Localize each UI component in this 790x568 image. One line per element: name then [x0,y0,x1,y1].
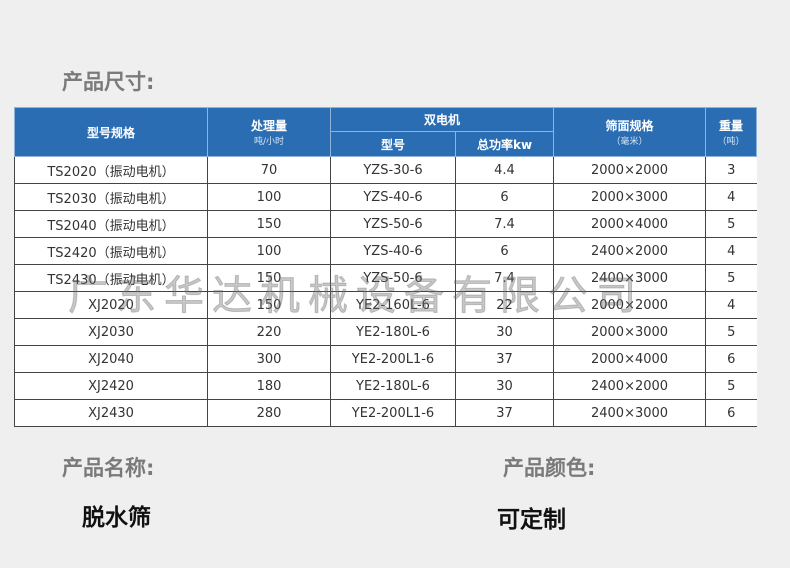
table-cell: 280 [207,399,331,427]
table-cell: 150 [207,291,331,319]
table-cell: 2000×2000 [553,291,707,319]
table-cell: YE2-180L-6 [330,318,456,346]
table-cell: YE2-200L1-6 [330,399,456,427]
table-body: TS2020（振动电机） 70 YZS-30-6 4.4 2000×2000 3 TS203… [14,156,757,427]
table-row: XJ2020 150 YE2-160L-6 22 2000×2000 4 [14,291,757,319]
table-cell: 7.4 [454,264,555,292]
table-cell: 4 [705,183,757,211]
header-screen-unit: （毫米） [611,137,648,147]
spec-table: 型号规格 处理量吨/小时 双电机 筛面规格 （毫米） 重量 （吨） 型号 总功率kw… [14,107,758,427]
table-cell: 150 [207,264,331,292]
table-cell: 6 [454,183,555,211]
header-screen-label: 筛面规格 [605,119,654,133]
header-motor-model: 型号 [330,131,456,157]
table-cell: 70 [207,156,331,184]
table-cell: 37 [454,345,555,373]
product-color-title: 产品颜色: [503,456,596,480]
header-capacity-unit: 吨/小时 [253,137,285,147]
table-row: TS2030（振动电机） 100 YZS-40-6 6 2000×3000 4 [14,183,757,211]
table-row: XJ2040 300 YE2-200L1-6 37 2000×4000 6 [14,345,757,373]
table-cell: XJ2430 [14,399,208,427]
header-model: 型号规格 [14,107,208,157]
table-cell: 6 [705,399,757,427]
table-cell: 100 [207,183,331,211]
table-cell: 37 [454,399,555,427]
table-cell: XJ2420 [14,372,208,400]
table-cell: YZS-50-6 [330,264,456,292]
product-name-title: 产品名称: [62,456,155,480]
header-weight-label: 重量 [719,119,744,133]
table-cell: 2400×3000 [553,264,707,292]
table-cell: YE2-180L-6 [330,372,456,400]
product-name-value: 脱水筛 [82,505,151,531]
table-cell: 2000×3000 [553,318,707,346]
table-cell: 2400×2000 [553,237,707,265]
table-cell: 150 [207,210,331,238]
table-row: XJ2030 220 YE2-180L-6 30 2000×3000 5 [14,318,757,346]
table-cell: 2000×2000 [553,156,707,184]
table-cell: XJ2040 [14,345,208,373]
table-cell: TS2030（振动电机） [14,183,208,211]
table-cell: YZS-50-6 [330,210,456,238]
table-cell: YE2-160L-6 [330,291,456,319]
table-cell: 300 [207,345,331,373]
table-cell: TS2430（振动电机） [14,264,208,292]
table-cell: 22 [454,291,555,319]
table-cell: YZS-40-6 [330,183,456,211]
header-capacity-label: 处理量 [250,119,287,133]
table-cell: YZS-40-6 [330,237,456,265]
header-motor: 双电机 [329,107,555,132]
product-color-value: 可定制 [497,507,566,533]
table-cell: 2400×2000 [553,372,707,400]
table-cell: 4.4 [454,156,555,184]
header-capacity: 处理量吨/小时 [207,107,331,157]
size-title: 产品尺寸: [62,70,155,94]
table-cell: 4 [705,291,757,319]
table-cell: YZS-30-6 [330,156,456,184]
table-cell: YE2-200L1-6 [330,345,456,373]
table-cell: 2000×4000 [553,210,707,238]
table-cell: 4 [705,237,757,265]
header-weight-unit: （吨） [717,137,745,147]
table-cell: XJ2030 [14,318,208,346]
table-cell: 5 [705,264,757,292]
table-cell: 30 [454,318,555,346]
table-cell: 5 [705,372,757,400]
header-motor-power: 总功率kw [454,131,555,157]
table-cell: TS2040（振动电机） [14,210,208,238]
table-cell: 2000×3000 [553,183,707,211]
table-cell: XJ2020 [14,291,208,319]
header-weight: 重量 （吨） [705,107,758,157]
table-cell: 2400×3000 [553,399,707,427]
table-row: XJ2430 280 YE2-200L1-6 37 2400×3000 6 [14,399,757,427]
table-cell: 6 [454,237,555,265]
table-cell: 5 [705,210,757,238]
table-row: TS2040（振动电机） 150 YZS-50-6 7.4 2000×4000 5 [14,210,757,238]
table-row: TS2420（振动电机） 100 YZS-40-6 6 2400×2000 4 [14,237,757,265]
table-cell: TS2420（振动电机） [14,237,208,265]
table-cell: 220 [207,318,331,346]
table-cell: 180 [207,372,331,400]
table-row: TS2430（振动电机） 150 YZS-50-6 7.4 2400×3000 5 [14,264,757,292]
table-cell: 100 [207,237,331,265]
table-cell: 5 [705,318,757,346]
table-cell: TS2020（振动电机） [14,156,208,184]
table-row: TS2020（振动电机） 70 YZS-30-6 4.4 2000×2000 3 [14,156,757,184]
table-cell: 2000×4000 [553,345,707,373]
table-cell: 3 [705,156,757,184]
table-cell: 7.4 [454,210,555,238]
table-cell: 6 [705,345,757,373]
table-row: XJ2420 180 YE2-180L-6 30 2400×2000 5 [14,372,757,400]
header-screen: 筛面规格 （毫米） [553,107,707,157]
table-cell: 30 [454,372,555,400]
